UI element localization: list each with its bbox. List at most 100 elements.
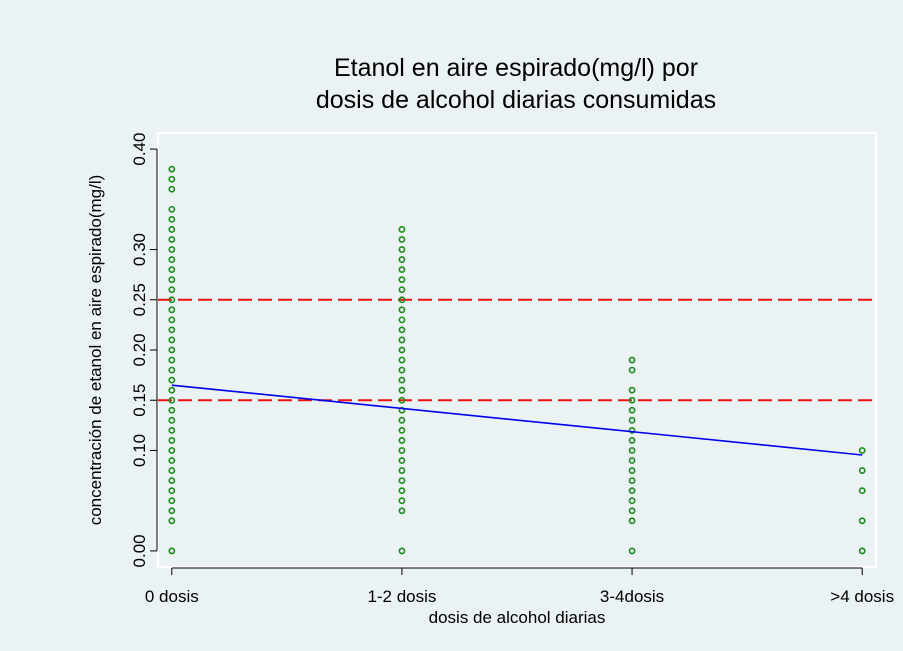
point (398, 306, 406, 314)
point (628, 457, 636, 464)
x-axis-label: dosis de alcohol diarias (429, 608, 606, 627)
point (168, 447, 176, 454)
point (398, 457, 406, 464)
point (398, 226, 406, 233)
point (398, 437, 406, 444)
point (168, 256, 176, 263)
point (628, 366, 636, 374)
point (168, 306, 176, 314)
point (858, 547, 866, 555)
point (168, 416, 176, 424)
plot-frame (157, 132, 877, 568)
point (168, 386, 176, 394)
point (168, 487, 176, 495)
point (168, 326, 176, 334)
y-tick-label: 0.40 (130, 133, 149, 166)
point (398, 386, 406, 394)
point (628, 547, 636, 555)
point (168, 296, 176, 304)
point (168, 457, 176, 464)
point (628, 467, 636, 474)
point (398, 447, 406, 454)
point (168, 276, 176, 284)
point (628, 406, 636, 414)
point (398, 326, 406, 334)
point (168, 426, 176, 434)
point (168, 356, 176, 364)
x-tick-label: 3-4dosis (600, 587, 664, 606)
point (628, 416, 636, 424)
chart-title: Etanol en aire espirado(mg/l) por (334, 54, 698, 82)
point (858, 487, 866, 495)
point (168, 236, 176, 243)
point (398, 296, 406, 304)
point (628, 447, 636, 454)
point (398, 286, 406, 294)
point (168, 477, 176, 485)
point (398, 256, 406, 263)
fit-line (171, 384, 863, 456)
point (168, 396, 176, 404)
point (398, 396, 406, 404)
y-tick-label: 0.20 (130, 333, 149, 366)
point (168, 175, 176, 183)
point (628, 426, 636, 434)
point (168, 336, 176, 344)
point (168, 467, 176, 474)
point (168, 226, 176, 233)
point (858, 467, 866, 474)
y-tick-label: 0.00 (130, 534, 149, 567)
point (398, 507, 406, 515)
point (398, 336, 406, 344)
point (168, 437, 176, 444)
point (398, 316, 406, 324)
point (398, 346, 406, 354)
point (398, 487, 406, 495)
point (628, 517, 636, 525)
point (628, 487, 636, 495)
x-tick-label: 1-2 dosis (367, 587, 436, 606)
point (168, 507, 176, 515)
point (168, 205, 176, 213)
point (168, 547, 176, 555)
point (628, 386, 636, 394)
point (168, 246, 176, 253)
point (168, 266, 176, 274)
y-tick-label: 0.15 (130, 384, 149, 417)
point (398, 246, 406, 253)
point (398, 276, 406, 284)
point (628, 437, 636, 444)
point (398, 366, 406, 374)
point (398, 376, 406, 384)
point (858, 517, 866, 525)
point (628, 497, 636, 505)
chart-title: dosis de alcohol diarias consumidas (316, 86, 716, 114)
point (168, 366, 176, 374)
point (168, 346, 176, 354)
point (628, 396, 636, 404)
point (168, 316, 176, 324)
point (168, 286, 176, 294)
point (398, 266, 406, 274)
point (168, 165, 176, 173)
point (398, 477, 406, 485)
point (398, 467, 406, 474)
y-axis-label: concentración de etanol en aire espirado… (86, 175, 105, 526)
y-tick-label: 0.30 (130, 233, 149, 266)
point (398, 236, 406, 243)
y-tick-label: 0.25 (130, 283, 149, 316)
point (398, 426, 406, 434)
point (168, 517, 176, 525)
point (858, 447, 866, 454)
point (628, 477, 636, 485)
point (628, 507, 636, 515)
point (398, 547, 406, 555)
point (168, 497, 176, 505)
point (398, 356, 406, 364)
point (168, 406, 176, 414)
x-tick-label: 0 dosis (145, 587, 199, 606)
point (398, 497, 406, 505)
